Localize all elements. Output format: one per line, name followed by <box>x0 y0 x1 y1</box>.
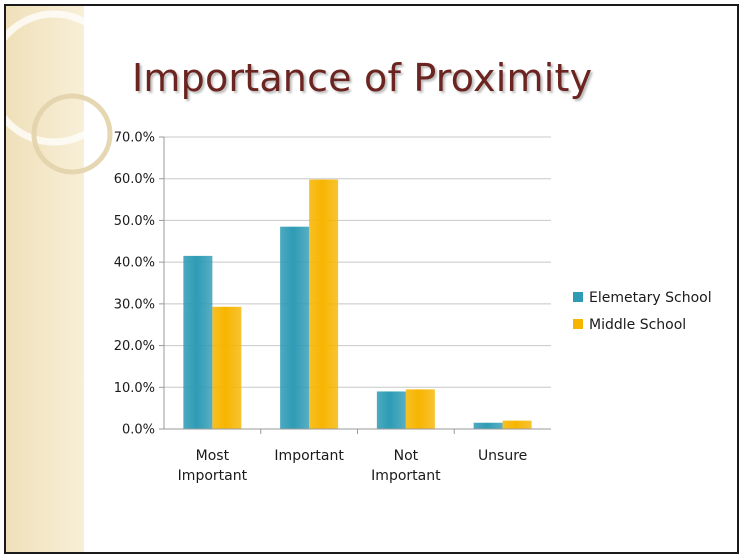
decorative-ring-small <box>31 93 113 175</box>
bar-middle-school <box>405 389 435 429</box>
bar-middle-school <box>309 179 339 429</box>
y-tick-label: 40.0% <box>114 256 155 271</box>
bar-elemetary-school <box>280 226 310 429</box>
x-category-label: Not <box>394 448 419 464</box>
x-category-labels: Most Important Important Not Important Unsure <box>178 448 528 484</box>
y-tick-labels: 0.0% 10.0% 20.0% 30.0% 40.0% 50.0% 60.0% 70.0% <box>114 131 155 438</box>
legend-swatch <box>573 292 583 302</box>
y-tick-label: 50.0% <box>114 214 155 229</box>
bar-middle-school <box>502 420 532 429</box>
y-tick-label: 70.0% <box>114 131 155 146</box>
x-category-label: Important <box>178 468 248 484</box>
legend-swatch <box>573 319 583 329</box>
y-tick-label: 0.0% <box>122 423 155 438</box>
x-category-label: Unsure <box>478 448 527 464</box>
slide: Importance of Proximity 0.0% 10.0% 20.0% 30… <box>4 4 739 554</box>
x-category-label: Important <box>371 468 441 484</box>
decorative-ring-large <box>6 10 122 146</box>
y-tick-label: 10.0% <box>114 381 155 396</box>
y-tick-label: 20.0% <box>114 339 155 354</box>
bar-elemetary-school <box>473 422 503 429</box>
x-category-label: Important <box>274 448 344 464</box>
legend: Elemetary School Middle School <box>573 290 712 333</box>
bars <box>183 179 532 429</box>
bar-elemetary-school <box>376 391 406 429</box>
legend-label: Elemetary School <box>589 290 712 306</box>
bar-chart: 0.0%10.0%20.0%30.0%40.0%50.0%60.0%70.0% … <box>114 131 712 485</box>
bar-middle-school <box>212 306 242 429</box>
slide-decoration <box>6 6 122 552</box>
y-tick-label: 60.0% <box>114 172 155 187</box>
slide-title: Importance of Proximity <box>132 56 593 100</box>
y-tick-label: 30.0% <box>114 297 155 312</box>
legend-label: Middle School <box>589 317 686 333</box>
bar-elemetary-school <box>183 255 213 429</box>
x-category-label: Most <box>196 448 230 464</box>
axes <box>159 136 551 434</box>
